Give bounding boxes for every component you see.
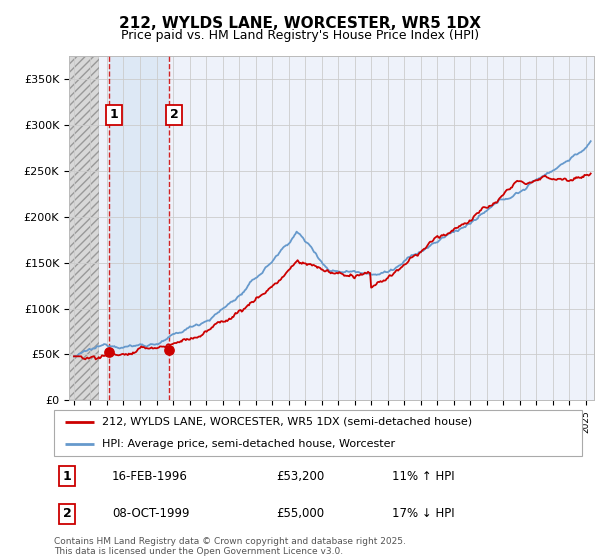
Bar bbox=[69, 56, 99, 400]
Text: Price paid vs. HM Land Registry's House Price Index (HPI): Price paid vs. HM Land Registry's House … bbox=[121, 29, 479, 42]
Text: 212, WYLDS LANE, WORCESTER, WR5 1DX (semi-detached house): 212, WYLDS LANE, WORCESTER, WR5 1DX (sem… bbox=[101, 417, 472, 427]
Point bbox=[164, 346, 174, 354]
Text: 11% ↑ HPI: 11% ↑ HPI bbox=[392, 469, 455, 483]
Point bbox=[104, 347, 114, 356]
FancyBboxPatch shape bbox=[54, 410, 582, 456]
Text: Contains HM Land Registry data © Crown copyright and database right 2025.
This d: Contains HM Land Registry data © Crown c… bbox=[54, 537, 406, 557]
Text: 08-OCT-1999: 08-OCT-1999 bbox=[112, 507, 190, 520]
Text: 212, WYLDS LANE, WORCESTER, WR5 1DX: 212, WYLDS LANE, WORCESTER, WR5 1DX bbox=[119, 16, 481, 31]
Text: £53,200: £53,200 bbox=[276, 469, 324, 483]
Text: 2: 2 bbox=[63, 507, 71, 520]
Text: 1: 1 bbox=[63, 469, 71, 483]
Bar bbox=[99, 56, 109, 400]
Text: £55,000: £55,000 bbox=[276, 507, 324, 520]
Bar bbox=[109, 56, 169, 400]
Text: 2: 2 bbox=[170, 108, 179, 121]
Text: 16-FEB-1996: 16-FEB-1996 bbox=[112, 469, 188, 483]
Text: 1: 1 bbox=[110, 108, 118, 121]
Text: HPI: Average price, semi-detached house, Worcester: HPI: Average price, semi-detached house,… bbox=[101, 439, 395, 449]
Text: 17% ↓ HPI: 17% ↓ HPI bbox=[392, 507, 455, 520]
Bar bbox=[169, 56, 594, 400]
